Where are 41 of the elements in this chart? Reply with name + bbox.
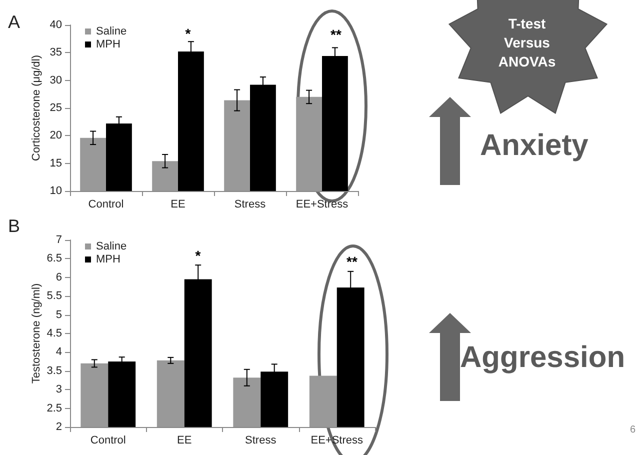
y-tick-label: 5.5 <box>46 290 62 302</box>
x-tick-label: Control <box>90 434 126 446</box>
y-tick-label: 4.5 <box>46 328 62 340</box>
y-tick-label: 2 <box>56 421 62 433</box>
y-axis-title: Testosterone (ng/ml) <box>30 283 42 384</box>
x-tick-label: Stress <box>234 198 266 210</box>
legend-label: Saline <box>96 240 127 252</box>
text: 6 <box>630 424 636 436</box>
x-tick-label: EE <box>177 434 192 446</box>
legend-label: Saline <box>96 26 127 38</box>
y-axis-title: Corticosterone (μg/dl) <box>30 55 42 161</box>
y-tick-label: 30 <box>50 74 62 86</box>
y-tick-label: 3.5 <box>46 364 62 377</box>
x-tick-label: EE <box>170 198 186 210</box>
y-tick-label: 6 <box>56 271 62 284</box>
y-tick-label: 20 <box>50 130 62 142</box>
annotation: ** <box>330 26 342 42</box>
legend-label: MPH <box>96 38 120 50</box>
y-tick-label: 2.5 <box>46 402 62 414</box>
text: A <box>8 12 20 32</box>
text: Anxiety <box>480 128 589 162</box>
y-tick-label: 6.5 <box>46 252 62 265</box>
y-tick-label: 10 <box>50 185 62 197</box>
legend-label: MPH <box>96 254 120 266</box>
x-tick-label: EE+Stress <box>296 198 349 210</box>
y-tick-label: 35 <box>50 46 62 59</box>
annotation: * <box>185 25 192 42</box>
text: T-test Versus ANOVAs <box>498 15 556 70</box>
text: B <box>8 216 20 236</box>
y-tick-label: 40 <box>50 19 62 31</box>
text: Aggression <box>460 340 626 374</box>
x-tick-label: Control <box>88 198 124 210</box>
y-tick-label: 4 <box>56 346 62 358</box>
y-tick-label: 15 <box>50 157 62 170</box>
x-tick-label: Stress <box>245 434 277 446</box>
y-tick-label: 3 <box>56 384 62 396</box>
y-tick-label: 5 <box>56 308 62 321</box>
y-tick-label: 25 <box>50 102 62 114</box>
y-tick-label: 7 <box>56 234 62 246</box>
annotation: ** <box>346 253 358 270</box>
annotation: * <box>195 247 202 264</box>
